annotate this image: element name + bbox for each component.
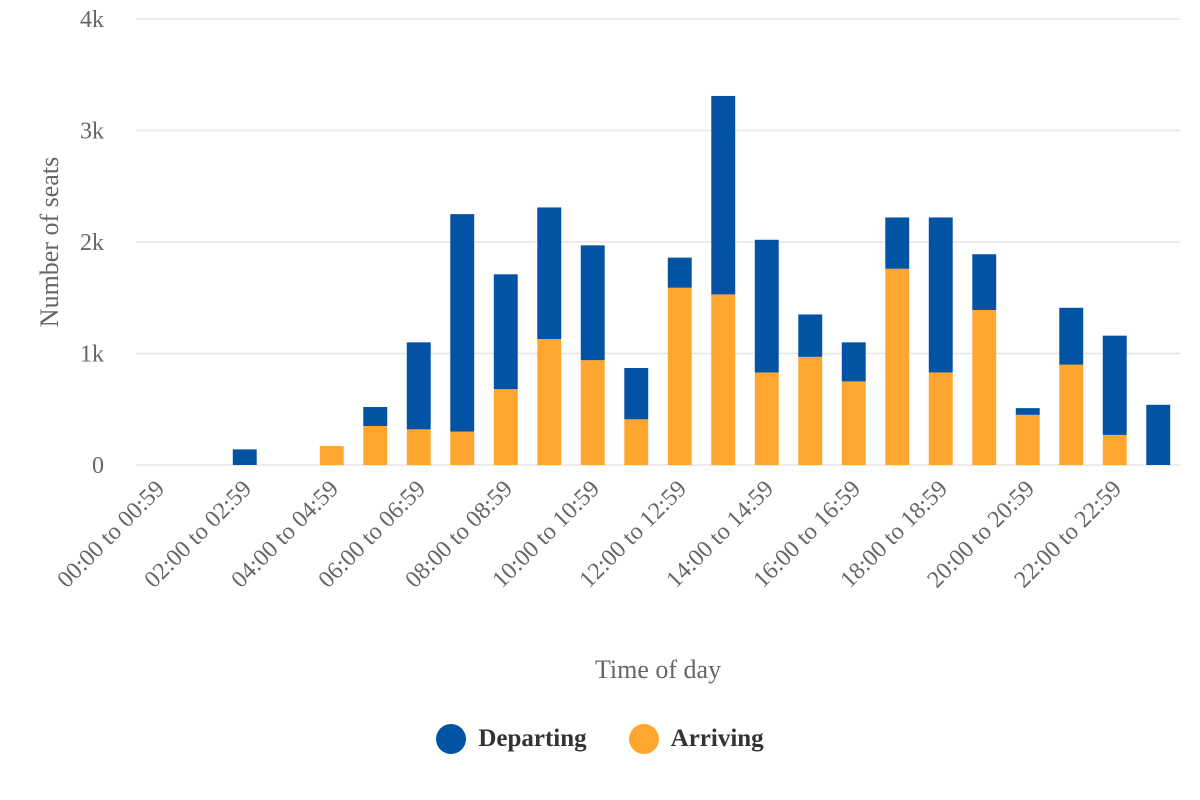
- legend: Departing Arriving: [0, 724, 1200, 754]
- bar-arriving-21[interactable]: [1059, 364, 1084, 465]
- grid-lines: [136, 18, 1180, 466]
- bar-departing-21[interactable]: [1059, 307, 1084, 365]
- bar-arriving-19[interactable]: [972, 310, 997, 465]
- bar-arriving-6[interactable]: [406, 429, 431, 465]
- y-axis-ticks: 0 1k 2k 3k 4k: [80, 7, 104, 479]
- bar-arriving-16[interactable]: [841, 381, 866, 465]
- bar-arriving-4[interactable]: [319, 446, 344, 465]
- bar-arriving-11[interactable]: [624, 419, 649, 465]
- bar-departing-5[interactable]: [363, 407, 388, 426]
- bar-departing-15[interactable]: [798, 314, 823, 357]
- bar-departing-22[interactable]: [1102, 335, 1127, 435]
- bar-arriving-14[interactable]: [754, 372, 779, 465]
- bar-arriving-22[interactable]: [1102, 434, 1127, 465]
- bar-departing-2[interactable]: [232, 449, 257, 465]
- x-axis-title: Time of day: [595, 655, 721, 684]
- bar-arriving-10[interactable]: [580, 360, 605, 465]
- y-axis-title: Number of seats: [35, 157, 64, 327]
- bar-departing-14[interactable]: [754, 239, 779, 373]
- bar-arriving-5[interactable]: [363, 425, 388, 465]
- bar-departing-20[interactable]: [1015, 408, 1040, 415]
- legend-label-departing: Departing: [478, 725, 587, 752]
- bar-departing-13[interactable]: [711, 95, 736, 295]
- bar-arriving-20[interactable]: [1015, 414, 1040, 465]
- bar-departing-11[interactable]: [624, 367, 649, 420]
- legend-marker-arriving: [628, 724, 659, 754]
- bar-departing-6[interactable]: [406, 342, 431, 430]
- bar-arriving-18[interactable]: [928, 372, 953, 465]
- y-tick-label: 3k: [80, 119, 104, 145]
- bar-arriving-15[interactable]: [798, 356, 823, 465]
- bar-departing-18[interactable]: [928, 217, 953, 373]
- y-tick-label: 1k: [80, 342, 104, 368]
- bar-departing-16[interactable]: [841, 342, 866, 382]
- bar-departing-19[interactable]: [972, 254, 997, 311]
- legend-item-departing[interactable]: Departing: [436, 724, 587, 754]
- legend-label-arriving: Arriving: [670, 725, 764, 752]
- bar-arriving-9[interactable]: [537, 339, 562, 465]
- bar-departing-23[interactable]: [1146, 404, 1171, 465]
- bar-departing-7[interactable]: [450, 214, 475, 432]
- bar-departing-10[interactable]: [580, 245, 605, 361]
- bar-departing-12[interactable]: [667, 257, 692, 288]
- bar-arriving-17[interactable]: [885, 268, 910, 465]
- bar-departing-17[interactable]: [885, 217, 910, 269]
- bar-departing-9[interactable]: [537, 207, 562, 340]
- bar-departing-8[interactable]: [493, 274, 518, 390]
- bar-arriving-13[interactable]: [711, 294, 736, 465]
- bar-arriving-7[interactable]: [450, 431, 475, 465]
- y-tick-label: 4k: [80, 7, 104, 33]
- legend-item-arriving[interactable]: Arriving: [628, 724, 764, 754]
- bar-arriving-8[interactable]: [493, 389, 518, 465]
- bars: [232, 95, 1171, 465]
- legend-marker-departing: [436, 724, 467, 754]
- y-tick-label: 2k: [80, 230, 104, 256]
- y-tick-label: 0: [92, 453, 104, 479]
- bar-arriving-12[interactable]: [667, 287, 692, 465]
